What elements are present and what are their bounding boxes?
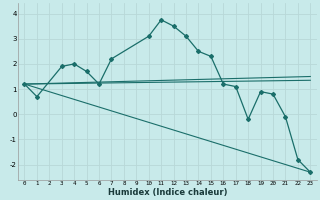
X-axis label: Humidex (Indice chaleur): Humidex (Indice chaleur) <box>108 188 227 197</box>
